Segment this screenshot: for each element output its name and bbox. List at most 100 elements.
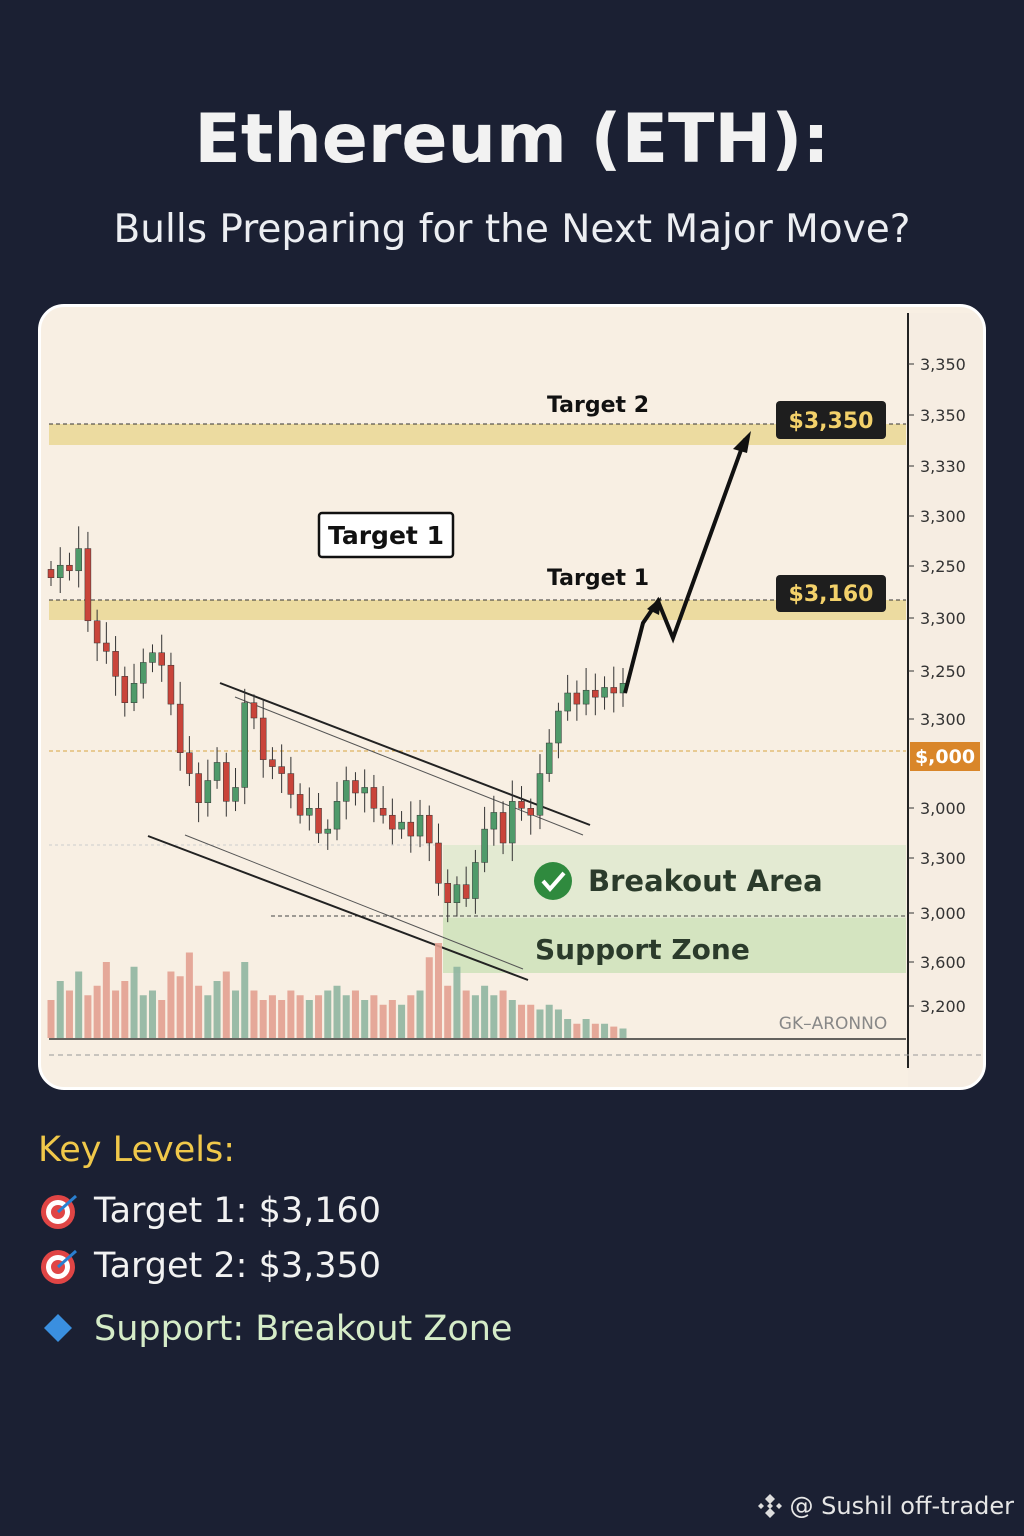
channel-lower [147, 835, 529, 981]
channel-upper [219, 682, 591, 826]
arrowhead-icon [733, 431, 751, 453]
volume-bar [508, 1000, 516, 1038]
volume-bar [536, 1009, 544, 1038]
candle [490, 812, 498, 830]
volume-bar [148, 990, 156, 1038]
volume-bar [167, 971, 175, 1038]
candle [435, 842, 442, 884]
candle [333, 801, 341, 830]
volume-bar [453, 966, 461, 1038]
check-mark [541, 871, 566, 893]
volume-bar [471, 995, 479, 1038]
volume-bar [619, 1028, 627, 1038]
candlestick-chart: Target 2 $3,350 Target 1 Target 1 $3,160… [47, 313, 983, 1087]
volume-bar [305, 1000, 313, 1038]
volume-bar [139, 995, 147, 1038]
volume-bar [333, 985, 341, 1038]
volume-bar [278, 1000, 286, 1038]
volume-bar [158, 1000, 166, 1038]
candle [379, 808, 387, 816]
arrowhead-icon [647, 597, 661, 615]
candles [47, 526, 627, 923]
volume-bar [204, 995, 212, 1038]
candle [56, 564, 64, 578]
candle [75, 548, 82, 572]
volume-bar [434, 943, 442, 1038]
candle [250, 702, 258, 719]
volume-bar [130, 966, 138, 1038]
candle [93, 620, 101, 644]
breakout-label: Breakout Area [588, 864, 823, 898]
channel-upper-inner [234, 696, 584, 836]
volume-bar [370, 995, 378, 1038]
target1-label: Target 1 [547, 566, 649, 591]
volume-bar [361, 1000, 369, 1038]
candle [269, 759, 276, 767]
y-tick-label: 3,300 [920, 710, 966, 729]
target2-price: $3,350 [789, 409, 874, 434]
volume-bar [388, 1000, 396, 1038]
candle [601, 687, 608, 698]
y-tick-label: 3,250 [920, 662, 966, 681]
price-ticks: 3,350 3,350 3,330 3,300 3,250 3,300 3,250 3,300… [908, 355, 966, 1016]
price-axis-bg [908, 313, 983, 1087]
candle [361, 787, 368, 794]
volume-bar [398, 1004, 406, 1038]
candle [592, 689, 599, 698]
credit: @ Sushil off-trader [756, 1492, 1014, 1520]
volume-bar [121, 981, 129, 1038]
key-level-item: Target 2: $3,350 [38, 1245, 381, 1287]
volume-bar [324, 990, 332, 1038]
current-price-label: $,000 [915, 746, 975, 768]
candle [140, 662, 147, 684]
y-tick-label: 3,250 [920, 557, 966, 576]
volume-bar [268, 995, 276, 1038]
candle [241, 702, 248, 788]
key-level-item: Support: Breakout Zone [38, 1308, 512, 1350]
candle [481, 828, 488, 863]
volume-bar [315, 995, 323, 1038]
candle [573, 692, 581, 705]
volume-bar [416, 990, 424, 1038]
y-tick-label: 3,000 [920, 799, 966, 818]
candle [527, 808, 534, 816]
volume-bar [601, 1023, 609, 1038]
candle [426, 814, 433, 844]
target1-band [49, 600, 906, 620]
candle [306, 808, 313, 816]
volume-bar [582, 1019, 590, 1038]
candle [47, 569, 55, 578]
volume-bar [527, 1004, 535, 1038]
candle [232, 787, 239, 802]
candle [472, 862, 479, 899]
y-tick-label: 3,200 [920, 997, 966, 1016]
volume-bar [518, 1004, 526, 1038]
candle [389, 814, 396, 830]
candle [287, 773, 295, 795]
candle [453, 884, 461, 903]
volume-bar [342, 995, 350, 1038]
volume-bar [554, 1009, 562, 1038]
volume-bar [56, 981, 64, 1038]
candle [103, 642, 110, 652]
candle [112, 651, 119, 677]
target2-label: Target 2 [547, 393, 649, 418]
volume-bar [222, 971, 230, 1038]
candle [555, 710, 562, 744]
volume-bar [499, 990, 507, 1038]
y-tick-label: 3,350 [920, 355, 966, 374]
volume-bar [250, 990, 258, 1038]
volume-bar [259, 1000, 267, 1038]
volume-bar [564, 1019, 572, 1038]
target1-box [317, 511, 455, 559]
candle [66, 564, 73, 572]
credit-text: @ Sushil off-trader [789, 1492, 1014, 1520]
y-tick-label: 3,330 [920, 457, 966, 476]
volume-bar [573, 1023, 581, 1038]
target-icon [41, 1194, 77, 1229]
volume-bar [65, 990, 73, 1038]
current-price-tag [910, 742, 980, 771]
target1-price: $3,160 [789, 582, 874, 607]
volume-bar [481, 985, 489, 1038]
volume-bar [296, 995, 304, 1038]
